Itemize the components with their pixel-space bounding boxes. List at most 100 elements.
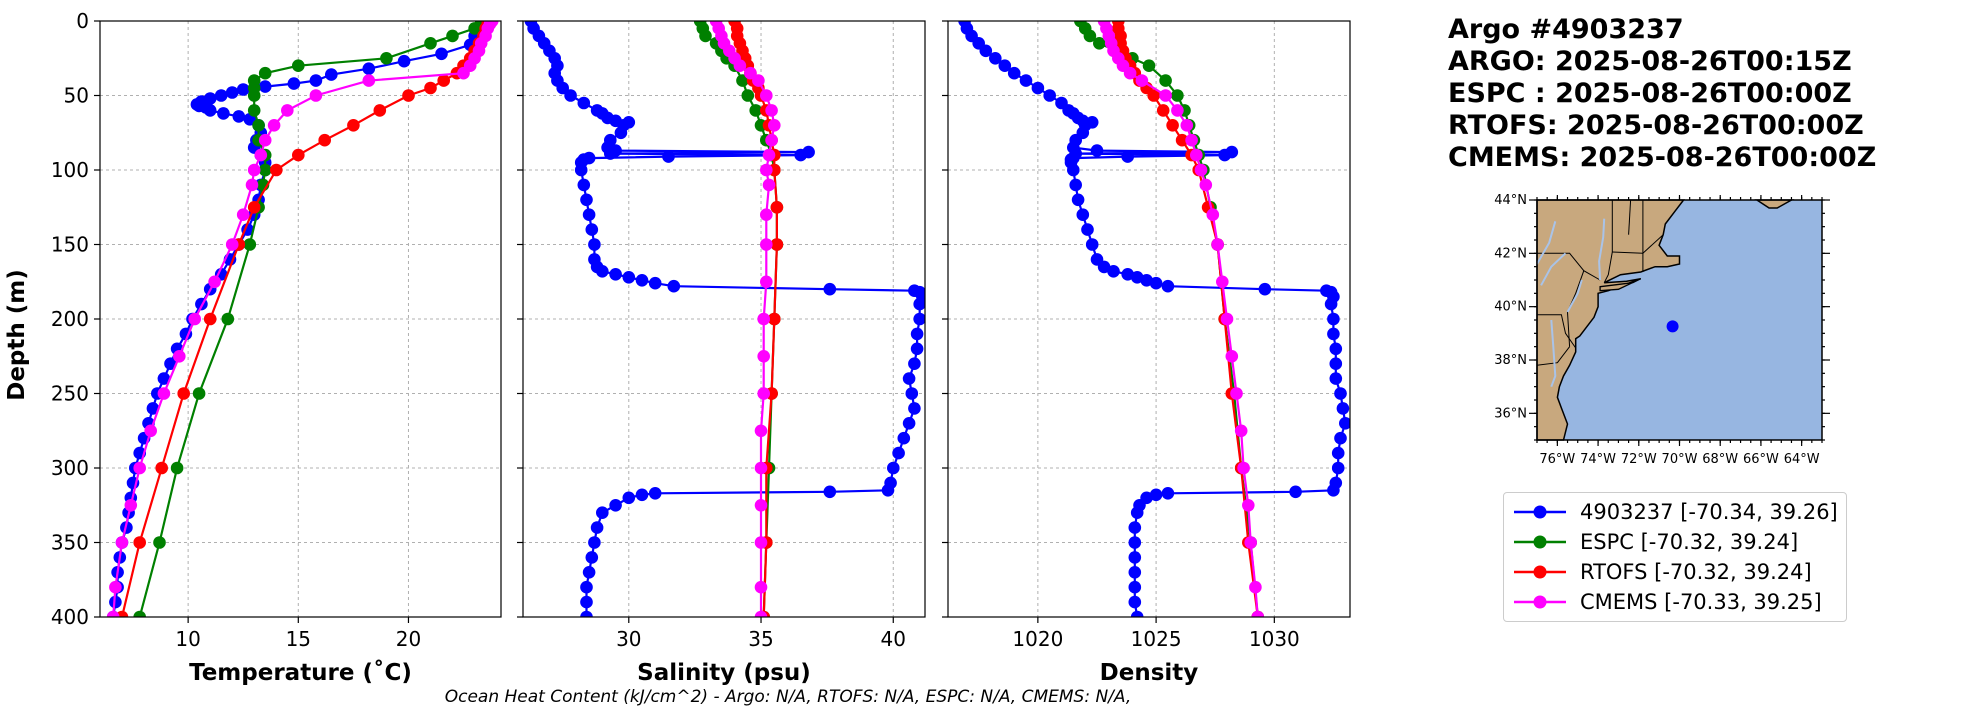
temperature-point-espc [258, 163, 272, 177]
density-point-cmems [1211, 238, 1224, 251]
temperature-point-espc [221, 312, 235, 326]
salinity-point-4903237 [596, 265, 609, 278]
density-point-4903237 [1149, 488, 1163, 502]
temperature-point-cmems [225, 238, 239, 251]
salinity-point-4903237 [577, 178, 591, 192]
x-tick-label: 1020 [1012, 627, 1063, 651]
salinity-point-4903237 [902, 417, 916, 430]
density-point-4903237 [1128, 595, 1142, 609]
temperature-point-espc [446, 29, 459, 43]
y-axis-label: Depth (m) [4, 269, 30, 401]
salinity-point-4903237 [910, 342, 924, 356]
salinity-panel: 30 35 40 Salinity (psu) [517, 20, 926, 686]
temperature-point-rtofs [203, 312, 217, 326]
density-point-cmems [1220, 312, 1234, 326]
salinity-point-cmems [765, 104, 778, 117]
density-point-4903237 [1128, 580, 1142, 594]
salinity-point-cmems [754, 610, 768, 617]
salinity-point-4903237 [577, 96, 591, 110]
x-tick-label: 30 [616, 627, 641, 651]
density-point-4903237 [1331, 446, 1345, 460]
title-espc-time: ESPC : 2025-08-26T00:00Z [1448, 78, 1852, 109]
salinity-point-4903237 [910, 327, 924, 341]
density-point-4903237 [1161, 487, 1175, 500]
density-point-cmems [1171, 104, 1184, 117]
temperature-point-cmems [362, 74, 376, 87]
map-border [1628, 199, 1632, 235]
temperature-point-rtofs [347, 119, 360, 132]
temperature-point-espc [292, 59, 305, 72]
temperature-point-cmems [109, 580, 122, 594]
x-tick-label: 15 [286, 627, 311, 651]
temperature-point-4903237 [325, 68, 338, 81]
salinity-point-4903237 [905, 387, 919, 400]
temperature-point-4903237 [258, 80, 272, 93]
title-argo-id: Argo #4903237 [1448, 14, 1684, 45]
temperature-point-4903237 [203, 104, 217, 117]
density-point-cmems [1159, 89, 1172, 102]
map-border [1537, 252, 1601, 281]
map-river [1598, 218, 1606, 281]
temperature-point-espc [380, 52, 393, 65]
map-lon-label: 64°W [1784, 452, 1820, 467]
density-point-4903237 [1130, 610, 1144, 617]
salinity-point-4903237 [823, 282, 837, 296]
density-x-axis-label: Density [1100, 660, 1199, 686]
ohc-footer: Ocean Heat Content (kJ/cm^2) - Argo: N/A… [445, 687, 1132, 707]
y-tick-label: 0 [76, 9, 89, 33]
density-point-4903237 [1085, 238, 1099, 251]
density-point-4903237 [1327, 327, 1340, 341]
density-point-4903237 [1069, 178, 1082, 192]
temperature-point-cmems [106, 610, 120, 617]
salinity-point-4903237 [622, 271, 636, 284]
map-lat-label: 42°N [1494, 246, 1527, 261]
temperature-point-4903237 [217, 107, 230, 120]
density-point-cmems [1206, 208, 1220, 221]
salinity-point-4903237 [582, 208, 596, 221]
map-lon-label: 72°W [1621, 452, 1657, 467]
density-point-cmems [1234, 424, 1248, 438]
salinity-point-4903237 [580, 193, 593, 207]
x-tick-label: 35 [748, 627, 773, 651]
temperature-point-4903237 [157, 372, 171, 385]
temperature-point-cmems [258, 133, 272, 147]
temperature-point-cmems [115, 536, 129, 549]
temperature-point-espc [258, 66, 272, 80]
salinity-point-4903237 [913, 297, 925, 311]
salinity-point-4903237 [667, 279, 681, 293]
map-long-island [1599, 278, 1642, 292]
salinity-point-4903237 [564, 89, 577, 102]
series-group [524, 21, 925, 617]
density-point-4903237 [1090, 144, 1104, 157]
map-lat-label: 38°N [1494, 353, 1527, 368]
temperature-point-rtofs [437, 74, 451, 87]
legend-marker-cmems [1514, 595, 1566, 609]
series-group [958, 21, 1350, 617]
salinity-point-4903237 [588, 536, 601, 549]
salinity-point-4903237 [604, 147, 617, 160]
salinity-point-4903237 [892, 446, 905, 460]
y-tick-label: 300 [51, 456, 89, 480]
density-point-4903237 [1161, 279, 1175, 293]
density-point-4903237 [1329, 357, 1343, 371]
map-border [1603, 200, 1613, 283]
temperature-point-cmems [281, 104, 294, 117]
density-point-4903237 [998, 59, 1012, 72]
legend-item-argo: 4903237 [-70.34, 39.26] [1512, 497, 1838, 527]
density-point-4903237 [1121, 150, 1134, 163]
legend-item-espc: ESPC [-70.32, 39.24] [1512, 527, 1838, 557]
density-point-cmems [1237, 461, 1250, 475]
salinity-point-4903237 [648, 487, 662, 500]
salinity-point-4903237 [908, 402, 921, 415]
salinity-point-4903237 [881, 484, 895, 497]
map-lon-label: 70°W [1662, 452, 1698, 467]
y-tick-label: 400 [51, 605, 89, 629]
salinity-point-cmems [760, 163, 773, 177]
salinity-point-cmems [760, 275, 773, 289]
temperature-point-rtofs [155, 461, 168, 475]
map-lat-label: 44°N [1494, 193, 1527, 208]
density-point-cmems [1190, 148, 1203, 162]
density-point-4903237 [989, 52, 1002, 65]
density-point-cmems [1185, 133, 1198, 147]
density-point-4903237 [1007, 66, 1021, 80]
